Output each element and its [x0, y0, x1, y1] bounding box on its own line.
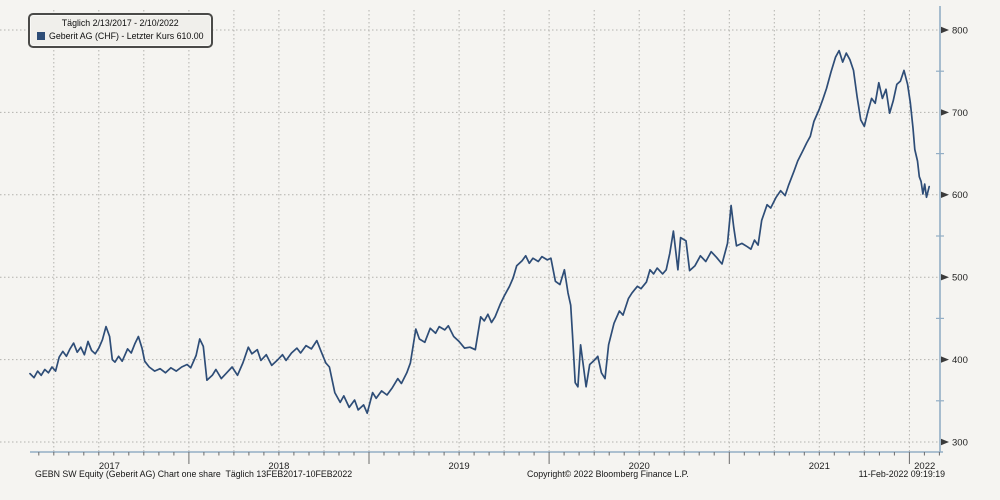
y-tick-arrow-icon	[941, 109, 949, 116]
y-tick-arrow-icon	[941, 356, 949, 363]
footer-timestamp: 11-Feb-2022 09:19:19	[858, 469, 945, 479]
legend-period-label: Täglich 2/13/2017 - 2/10/2022	[61, 18, 179, 28]
x-axis-label-2020: 2020	[629, 461, 650, 472]
x-axis-label-2021: 2021	[809, 461, 830, 472]
y-tick-arrow-icon	[941, 438, 949, 446]
y-axis-label-700: 700	[952, 108, 968, 119]
y-tick-arrow-icon	[941, 191, 949, 198]
y-tick-arrow-icon	[941, 26, 949, 34]
footer-security-description: GEBN SW Equity (Geberit AG) Chart one sh…	[35, 469, 353, 479]
y-axis-label-300: 300	[952, 437, 968, 448]
y-axis-label-500: 500	[952, 273, 968, 284]
y-axis-label-800: 800	[952, 25, 968, 36]
y-axis-label-600: 600	[952, 190, 968, 201]
legend-series-row: Geberit AG (CHF) - Letzter Kurs 610.00	[37, 30, 204, 43]
x-axis-label-2017: 2017	[99, 461, 120, 472]
legend-series-label: Geberit AG (CHF) - Letzter Kurs 610.00	[49, 30, 204, 41]
x-axis-label-2018: 2018	[268, 461, 289, 472]
y-axis-label-400: 400	[952, 355, 968, 366]
footer-copyright: Copyright© 2022 Bloomberg Finance L.P.	[527, 469, 689, 479]
chart-legend: Täglich 2/13/2017 - 2/10/2022 Geberit AG…	[28, 13, 213, 48]
x-axis-label-2019: 2019	[449, 461, 470, 472]
y-tick-arrow-icon	[941, 274, 949, 281]
x-axis-label-2022: 2022	[914, 461, 935, 472]
series-swatch-icon	[37, 32, 45, 41]
price-line	[29, 49, 931, 415]
